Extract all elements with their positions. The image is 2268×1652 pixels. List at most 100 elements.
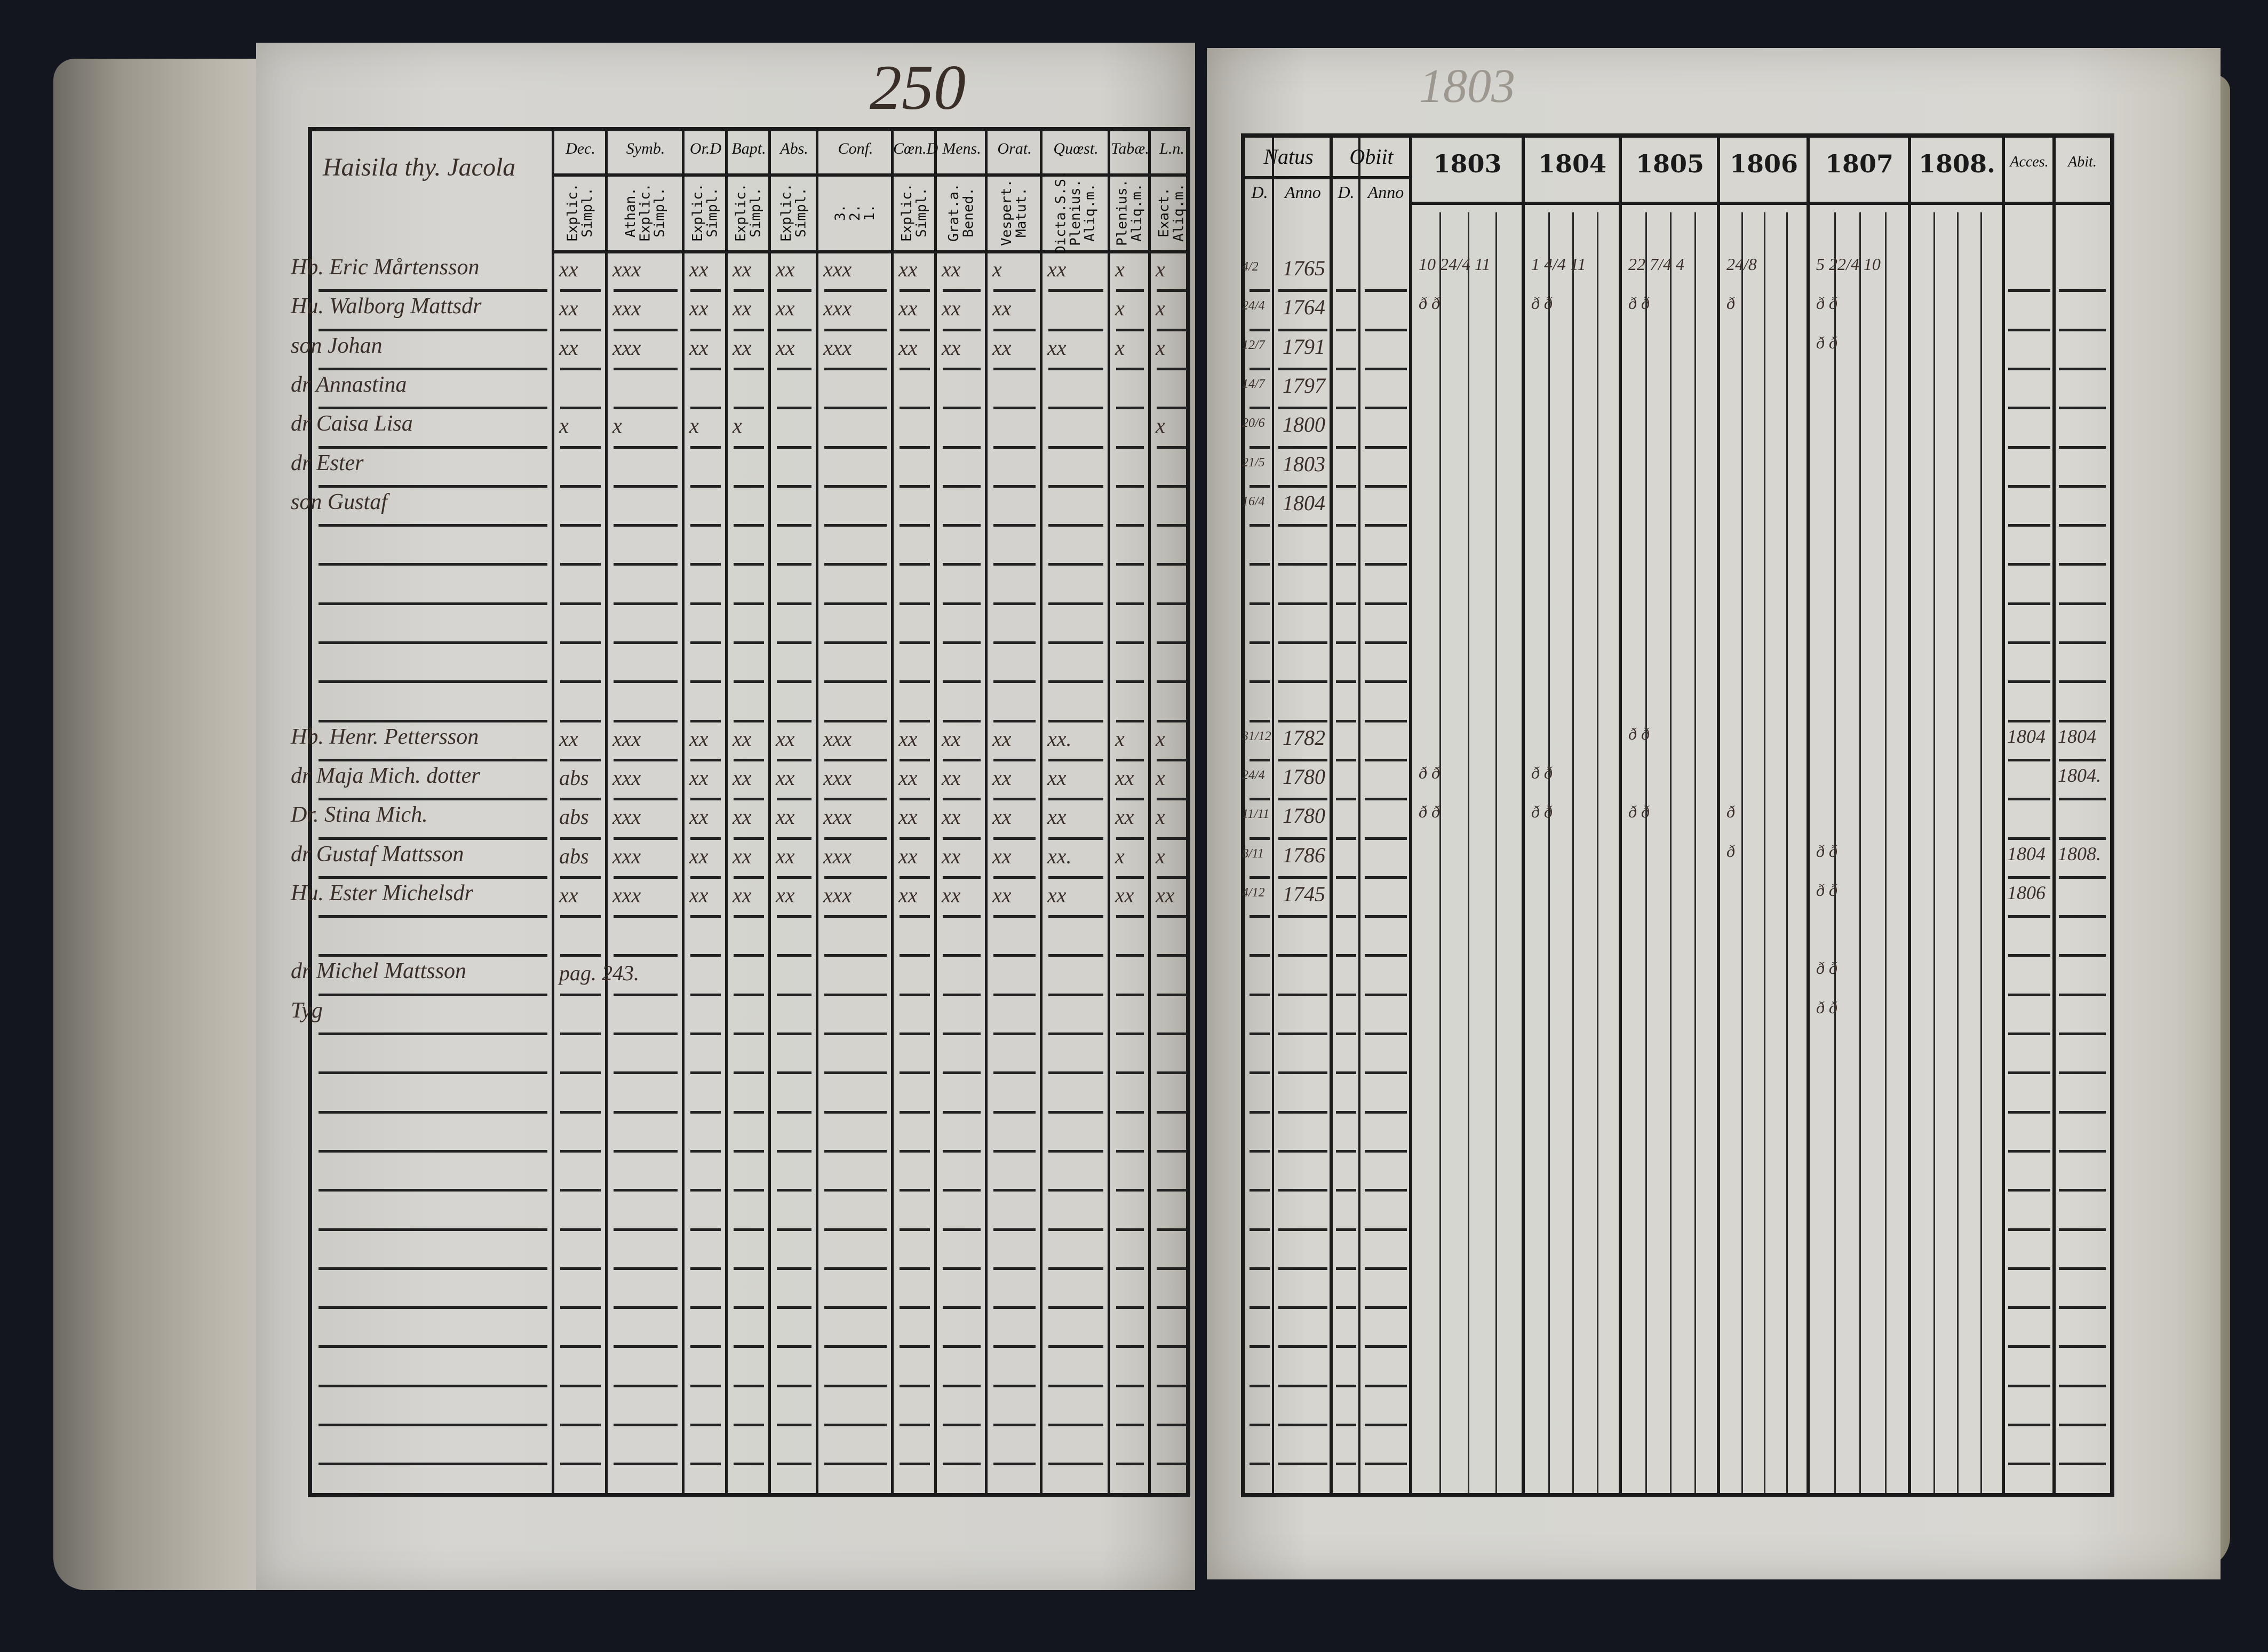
row-rule [1336,1384,1356,1387]
row-rule [1336,485,1356,488]
year-mark: ð ð [1816,997,1837,1017]
row-rule [2008,407,2050,410]
row-rule [993,798,1036,801]
row-rule [777,954,811,957]
year-subcolumn-line [1980,212,1982,1493]
row-rule [1365,798,1407,801]
birth-day: 4/12 [1242,885,1265,900]
row-rule [560,1071,601,1075]
row-rule [824,446,887,449]
row-rule [734,993,764,996]
knowledge-mark: xxx [823,335,852,360]
row-rule [319,446,547,449]
row-rule [1365,1110,1407,1114]
year-subcolumn-line [1572,212,1574,1493]
knowledge-mark: xx [689,805,709,829]
row-rule [1157,993,1187,996]
column-subheader: Explic. Simpl. [564,183,595,242]
row-rule [734,641,764,644]
row-rule [690,876,721,879]
row-rule [900,915,930,918]
row-rule [777,798,811,801]
knowledge-mark: xx [733,335,752,360]
knowledge-mark: abs [559,844,589,868]
row-rule [777,1149,811,1153]
row-rule [824,1149,887,1153]
row-rule [824,1110,887,1114]
row-rule [943,954,981,957]
knowledge-mark: xx [1047,883,1067,907]
row-rule [1250,289,1270,292]
row-rule [1250,915,1270,918]
knowledge-mark: xx [898,765,918,790]
knowledge-mark: x [1115,296,1125,321]
row-rule [777,563,811,566]
row-rule [2059,1424,2106,1426]
knowledge-mark: xx [776,805,795,829]
member-name: son Johan [291,333,383,358]
birth-year: 1764 [1283,295,1325,320]
row-rule [900,1110,930,1114]
row-rule [1157,758,1187,761]
knowledge-mark: x [1156,765,1165,790]
row-rule [900,328,930,331]
row-rule [824,798,887,801]
knowledge-mark: xxx [612,765,641,790]
row-rule [1278,758,1327,761]
year-header: 1806 [1729,149,1799,178]
row-rule [943,407,981,410]
row-rule [1048,1071,1103,1075]
row-rule [734,798,764,801]
row-rule [2008,1384,2050,1387]
column-subheader: Athan. Explic. Simpl. [623,183,668,242]
column-divider [891,131,894,1493]
row-rule [1157,1267,1187,1270]
row-rule [993,758,1036,761]
row-rule [2059,485,2106,488]
header-divider [1245,176,1411,179]
knowledge-mark: xx [898,257,918,281]
row-rule [1278,563,1327,566]
row-rule [824,641,887,644]
row-rule [1365,1228,1407,1231]
row-rule [1250,1306,1270,1309]
row-rule [734,1306,764,1309]
row-rule [777,680,811,684]
column-header: Abs. [780,140,808,157]
year-mark: ð ð [1816,332,1837,352]
row-rule [614,719,678,722]
knowledge-mark: x [992,257,1002,281]
row-rule [1116,602,1144,605]
row-rule [690,289,721,292]
row-rule [560,1306,601,1309]
row-rule [2008,993,2050,996]
row-rule [900,289,930,292]
knowledge-mark: xx [689,335,709,360]
row-rule [560,915,601,918]
knowledge-mark: xx [776,765,795,790]
row-rule [614,563,678,566]
row-rule [1157,367,1187,370]
row-rule [1250,1110,1270,1114]
knowledge-mark: xx [559,296,578,321]
row-rule [1157,1306,1187,1309]
row-rule [319,719,547,722]
birth-year: 1745 [1283,881,1325,906]
row-rule [1365,1267,1407,1270]
row-rule [690,1110,721,1114]
birth-day: 12/7 [1242,338,1265,352]
column-divider [985,131,988,1493]
row-rule [993,407,1036,410]
row-rule [1365,407,1407,410]
row-rule [2059,798,2106,801]
row-rule [824,1306,887,1309]
row-rule [1250,993,1270,996]
row-rule [777,328,811,331]
row-rule [690,367,721,370]
row-rule [2008,524,2050,527]
year-subcolumn-line [1884,212,1887,1493]
year-subcolumn-line [1596,212,1598,1493]
row-rule [1157,446,1187,449]
member-name: Tyg [291,998,323,1023]
row-rule [560,367,601,370]
